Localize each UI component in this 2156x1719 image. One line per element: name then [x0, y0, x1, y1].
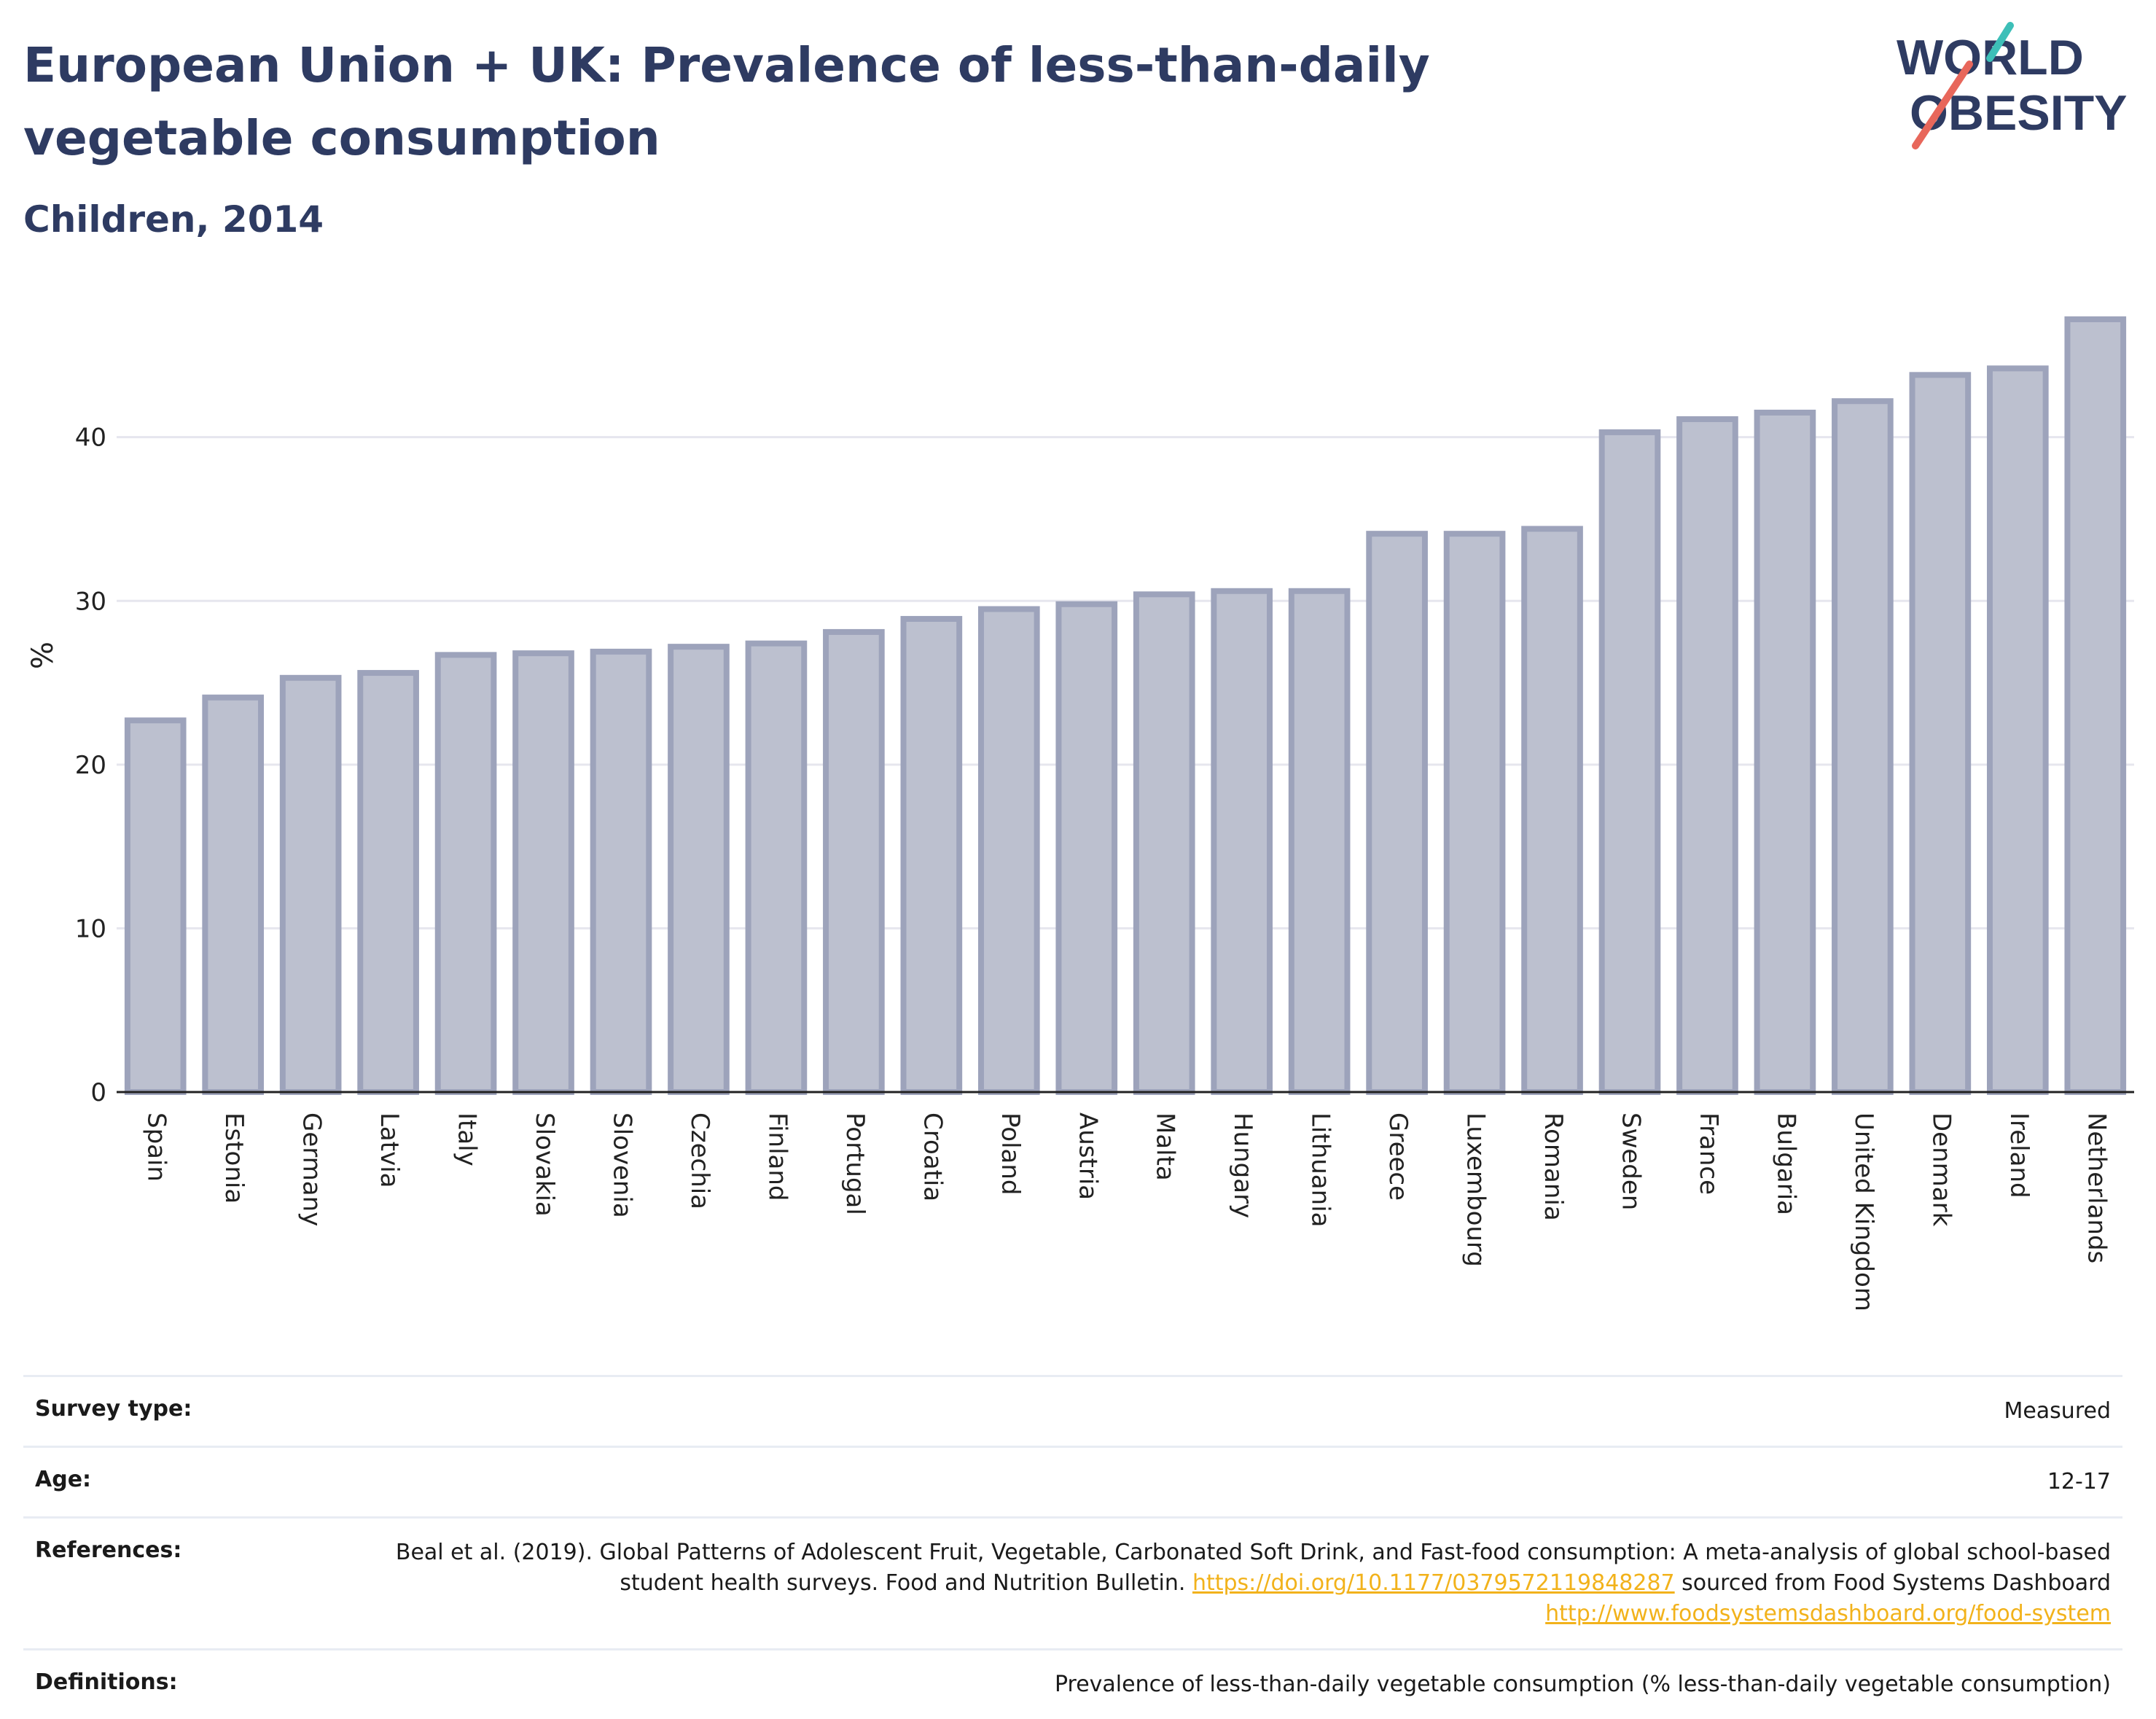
bar-italy	[434, 652, 497, 1095]
info-table: Survey type: Measured Age: 12-17 Referen…	[23, 1375, 2122, 1719]
y-tick-label: 20	[75, 751, 106, 780]
bar-austria	[1055, 601, 1118, 1095]
bar-greece	[1366, 531, 1428, 1095]
bar-lithuania	[1288, 588, 1351, 1095]
x-tick-label: Slovakia	[530, 1112, 559, 1217]
x-tick-label: Greece	[1383, 1112, 1413, 1201]
x-tick-label: Romania	[1539, 1112, 1568, 1221]
bar-latvia	[357, 670, 419, 1095]
bar-luxembourg	[1443, 531, 1506, 1095]
x-tick-label: Estonia	[219, 1112, 249, 1204]
bar-czechia	[668, 644, 730, 1095]
survey-type-label: Survey type:	[35, 1396, 192, 1422]
bar-united-kingdom	[1832, 398, 1894, 1095]
bar-slovenia	[590, 648, 652, 1095]
x-tick-label: Croatia	[918, 1112, 947, 1201]
bar-chart: 0 10 20 30 40% Spain Estonia Germany Latvia Italy…	[26, 316, 2134, 1311]
bar-malta	[1133, 591, 1195, 1095]
x-tick-label: France	[1694, 1112, 1723, 1195]
y-tick-label: 10	[75, 914, 106, 943]
definitions-label: Definitions:	[35, 1669, 178, 1695]
x-tick-label: Bulgaria	[1771, 1112, 1800, 1215]
world-obesity-logo: WORLD OBESITY	[1897, 22, 2128, 149]
bar-france	[1676, 416, 1738, 1095]
x-tick-label: Malta	[1151, 1112, 1180, 1181]
x-tick-label: Ireland	[2004, 1112, 2034, 1198]
x-tick-label: Slovenia	[608, 1112, 637, 1218]
y-tick-label: 40	[75, 424, 106, 453]
bar-portugal	[823, 628, 885, 1095]
x-tick-label: Spain	[142, 1112, 171, 1182]
info-row-age: Age: 12-17	[23, 1446, 2122, 1516]
x-tick-label: Latvia	[375, 1112, 404, 1188]
bar-spain	[124, 717, 187, 1096]
doi-link[interactable]: https://doi.org/10.1177/0379572119848287	[1192, 1570, 1675, 1596]
bar-sweden	[1598, 429, 1661, 1095]
x-tick-label: Sweden	[1617, 1112, 1646, 1210]
x-tick-label: Poland	[996, 1112, 1025, 1196]
x-tick-label: Luxembourg	[1461, 1112, 1491, 1267]
x-tick-label: Germany	[297, 1112, 327, 1226]
y-tick-label: 0	[90, 1078, 106, 1107]
y-tick-label: 30	[75, 587, 106, 616]
survey-type-value: Measured	[2004, 1398, 2111, 1424]
x-tick-label: Finland	[762, 1112, 792, 1201]
chart-subtitle: Children, 2014	[23, 198, 324, 241]
y-axis-label: %	[26, 642, 60, 669]
x-tick-label: Hungary	[1228, 1112, 1257, 1218]
bar-croatia	[900, 615, 963, 1095]
references-value: Beal et al. (2019). Global Patterns of A…	[362, 1537, 2111, 1629]
info-row-definitions: Definitions: Prevalence of less-than-dai…	[23, 1648, 2122, 1719]
bar-netherlands	[2064, 316, 2127, 1095]
bar-poland	[977, 606, 1040, 1095]
bar-slovakia	[512, 650, 574, 1095]
bar-hungary	[1211, 588, 1273, 1095]
info-row-references: References: Beal et al. (2019). Global P…	[23, 1516, 2122, 1648]
x-tick-label: Italy	[453, 1112, 482, 1166]
definitions-value: Prevalence of less-than-daily vegetable …	[1054, 1672, 2111, 1697]
bar-romania	[1521, 526, 1583, 1095]
bar-ireland	[1986, 365, 2049, 1095]
bar-estonia	[202, 694, 265, 1095]
age-value: 12-17	[2047, 1469, 2111, 1494]
references-label: References:	[35, 1537, 182, 1563]
info-row-survey-type: Survey type: Measured	[23, 1375, 2122, 1446]
age-label: Age:	[35, 1467, 92, 1492]
bar-denmark	[1909, 372, 1972, 1095]
logo-teal-slash	[1986, 22, 2014, 62]
bar-germany	[279, 674, 342, 1095]
references-text-1: Beal et al. (2019). Global Patterns of A…	[395, 1540, 2111, 1596]
logo-coral-slash	[1912, 61, 1973, 149]
x-tick-label: Czechia	[685, 1112, 714, 1209]
food-systems-dashboard-link[interactable]: http://www.foodsystemsdashboard.org/food…	[1545, 1601, 2111, 1626]
x-tick-label: Portugal	[840, 1112, 870, 1215]
x-tick-label: Netherlands	[2082, 1112, 2111, 1263]
x-tick-label: Denmark	[1926, 1112, 1956, 1227]
chart-title: European Union + UK: Prevalence of less-…	[23, 37, 1430, 166]
x-tick-label: Lithuania	[1306, 1112, 1335, 1227]
bar-finland	[745, 640, 808, 1095]
references-text-2: sourced from Food Systems Dashboard	[1674, 1570, 2111, 1596]
x-tick-label: United Kingdom	[1849, 1112, 1878, 1311]
x-tick-label: Austria	[1073, 1112, 1102, 1200]
bar-bulgaria	[1754, 409, 1816, 1095]
